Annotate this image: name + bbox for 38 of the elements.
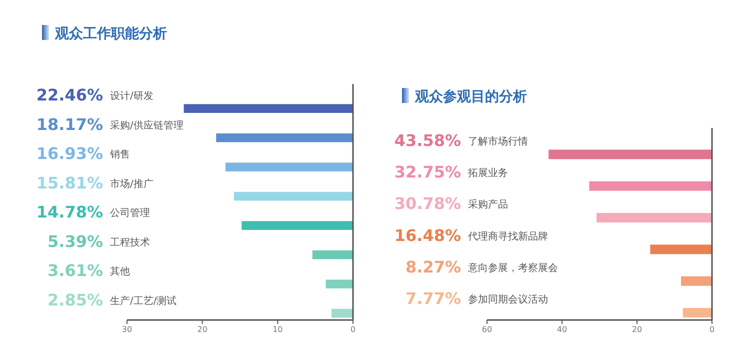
x-tick-label: 20 [632,325,642,334]
y-tick-label: 采购产品 [468,198,508,211]
chart-title: 观众参观目的分析 [414,88,527,105]
data-label: 22.46% [36,86,103,105]
y-tick-label: 拓展业务 [467,166,508,179]
data-label: 14.78% [36,202,103,222]
data-label: 3.61% [47,261,103,280]
y-tick-label: 意向参展，考察展会 [467,262,558,274]
y-tick-label: 了解市场行情 [468,135,528,148]
y-tick-label: 采购/供应链管理 [110,119,184,132]
x-tick-label: 30 [122,325,132,334]
y-tick-label: 代理商寻找新品牌 [467,230,548,242]
y-tick-label: 参加同期会议活动 [468,294,548,306]
x-tick-label: 20 [197,325,208,334]
data-label: 30.78% [394,194,461,214]
y-tick-label: 工程技术 [110,236,150,248]
y-tick-label: 公司管理 [110,207,150,220]
data-label: 16.93% [36,144,103,164]
x-tick-label: 10 [272,325,283,334]
chart-title: 观众工作职能分析 [54,26,167,42]
data-label: 18.17% [36,114,103,134]
data-label: 32.75% [394,162,461,182]
data-label: 43.58% [394,130,461,150]
y-tick-label: 其他 [110,266,130,278]
y-tick-label: 生产/工艺/测试 [110,294,177,307]
x-tick-label: 0 [350,325,356,334]
data-label: 15.81% [36,173,103,192]
y-tick-label: 销售 [109,148,130,161]
data-label: 7.77% [405,289,461,308]
x-tick-label: 40 [556,325,568,334]
data-label: 16.48% [394,226,461,245]
data-label: 5.39% [47,232,103,251]
x-tick-label: 60 [482,325,492,334]
data-label: 2.85% [47,290,103,310]
y-tick-label: 设计/研发 [110,90,154,102]
x-tick-label: 0 [709,325,715,334]
data-label: 8.27% [405,258,461,276]
y-tick-label: 市场/推广 [110,178,154,190]
